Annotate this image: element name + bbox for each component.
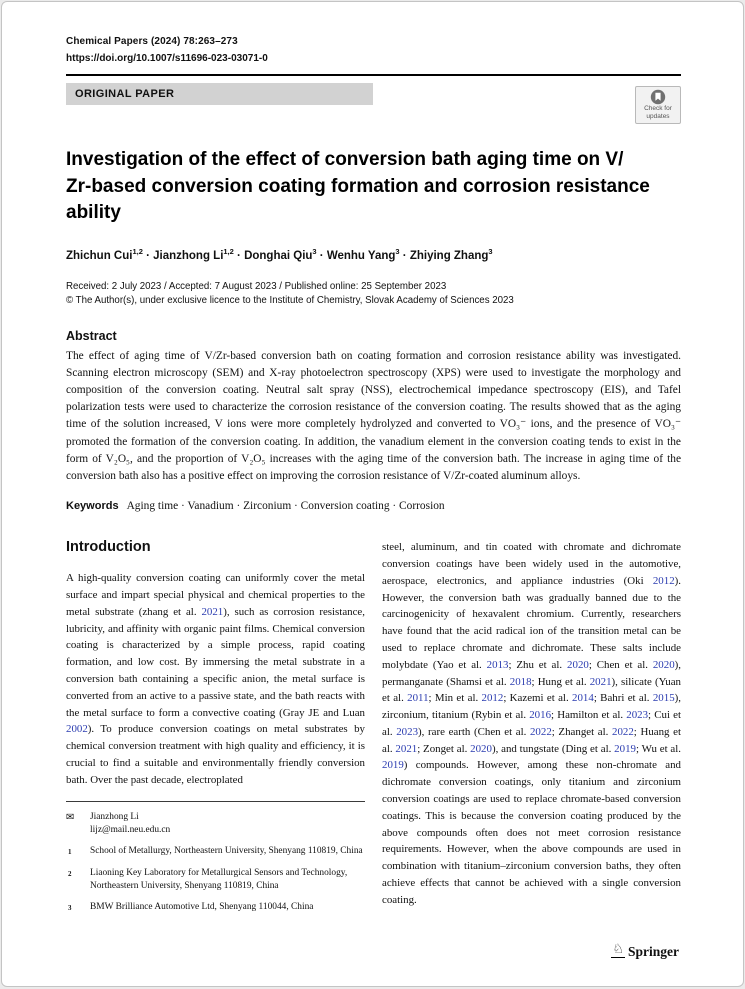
intro-paragraph-left: A high-quality conversion coating can un… <box>66 572 365 786</box>
check-updates-label-line2: updates <box>646 112 670 120</box>
affiliation-number: 2 <box>68 870 72 879</box>
citation-link[interactable]: 2015 <box>652 692 675 705</box>
author-affiliation-superscript: 1,2 <box>132 246 143 256</box>
springer-horse-icon: ♘ <box>611 942 625 958</box>
envelope-icon: ✉ <box>66 812 75 824</box>
right-column: steel, aluminum, and tin coated with chr… <box>382 539 681 923</box>
citation-link[interactable]: 2013 <box>486 658 509 671</box>
affiliation-item: 3 BMW Brilliance Automotive Ltd, Shenyan… <box>66 901 365 915</box>
citation-link[interactable]: 2011 <box>407 692 429 705</box>
abstract-text: The effect of aging time of V/Zr-based c… <box>66 349 681 482</box>
header-rule <box>66 74 681 76</box>
citation-link[interactable]: 2021 <box>201 605 224 618</box>
check-updates-label-line1: Check for <box>644 105 672 112</box>
paper-title: Investigation of the effect of conversio… <box>66 147 681 227</box>
author-affiliation-superscript: 1,2 <box>223 246 234 256</box>
correspondence-body: Jianzhong Li lijz@mail.neu.edu.cn <box>90 811 365 837</box>
affiliation-text: BMW Brilliance Automotive Ltd, Shenyang … <box>90 902 314 913</box>
citation-link[interactable]: 2002 <box>66 723 88 736</box>
citation-link[interactable]: 2020 <box>470 742 492 755</box>
correspondence-name: Jianzhong Li <box>90 812 139 823</box>
citation-link[interactable]: 2021 <box>589 675 612 688</box>
springer-label: Springer <box>627 943 679 959</box>
affiliation-item: 1 School of Metallurgy, Northeastern Uni… <box>66 845 365 859</box>
paper-title-line2: Zr-based conversion coating formation an… <box>66 175 650 224</box>
keywords-text: Aging time · Vanadium · Zirconium · Conv… <box>126 500 445 513</box>
doi-link[interactable]: https://doi.org/10.1007/s11696-023-03071… <box>66 53 268 64</box>
citation-link[interactable]: 2019 <box>614 742 636 755</box>
section-banner: ORIGINAL PAPER <box>66 83 373 105</box>
author-affiliation-superscript: 3 <box>395 246 400 256</box>
citation-link[interactable]: 2014 <box>572 692 594 705</box>
affiliation-text: School of Metallurgy, Northeastern Unive… <box>90 846 363 857</box>
left-column: Introduction A high-quality conversion c… <box>66 539 365 923</box>
citation-link[interactable]: 2020 <box>567 658 589 671</box>
author-affiliation-superscript: 3 <box>488 246 493 256</box>
affiliation-number: 1 <box>68 848 72 857</box>
authors-line: Zhichun Cui1,2 · Jianzhong Li1,2 · Dongh… <box>66 246 493 262</box>
update-bookmark-icon <box>650 89 666 105</box>
citation-link[interactable]: 2021 <box>395 742 418 755</box>
citation-link[interactable]: 2018 <box>509 675 532 688</box>
citation-link[interactable]: 2022 <box>612 725 634 738</box>
author-affiliation-superscript: 3 <box>312 246 317 256</box>
abstract-heading: Abstract <box>66 328 117 343</box>
paper-title-line1: Investigation of the effect of conversio… <box>66 149 624 170</box>
affiliation-item: 2 Liaoning Key Laboratory for Metallurgi… <box>66 867 365 893</box>
keywords-label: Keywords <box>66 500 119 513</box>
citation-link[interactable]: 2019 <box>382 759 404 772</box>
correspondence-email[interactable]: lijz@mail.neu.edu.cn <box>90 825 171 836</box>
correspondence-row: ✉ Jianzhong Li lijz@mail.neu.edu.cn <box>66 811 365 837</box>
springer-logo: ♘ Springer <box>611 943 679 958</box>
body-columns: Introduction A high-quality conversion c… <box>66 539 681 923</box>
citation-link[interactable]: 2023 <box>396 725 419 738</box>
check-for-updates-badge[interactable]: Check for updates <box>635 86 681 124</box>
citation-link[interactable]: 2012 <box>481 692 504 705</box>
copyright-line: © The Author(s), under exclusive licence… <box>66 294 514 306</box>
citation-link[interactable]: 2012 <box>652 574 675 587</box>
affiliation-text: Liaoning Key Laboratory for Metallurgica… <box>90 868 348 892</box>
banner-row: ORIGINAL PAPER Check for updates <box>66 83 681 127</box>
citation-link[interactable]: 2023 <box>626 709 649 722</box>
footnotes-block: ✉ Jianzhong Li lijz@mail.neu.edu.cn 1 Sc… <box>66 801 365 915</box>
intro-paragraph-right: steel, aluminum, and tin coated with chr… <box>382 541 682 906</box>
citation-link[interactable]: 2016 <box>529 709 552 722</box>
keywords-line: Keywords Aging time · Vanadium · Zirconiu… <box>66 500 681 512</box>
citation-link[interactable]: 2020 <box>652 658 675 671</box>
affiliation-number: 3 <box>68 904 72 913</box>
citation-link[interactable]: 2022 <box>529 725 552 738</box>
journal-line: Chemical Papers (2024) 78:263–273 <box>66 36 238 47</box>
received-line: Received: 2 July 2023 / Accepted: 7 Augu… <box>66 280 447 292</box>
introduction-heading: Introduction <box>66 539 151 556</box>
